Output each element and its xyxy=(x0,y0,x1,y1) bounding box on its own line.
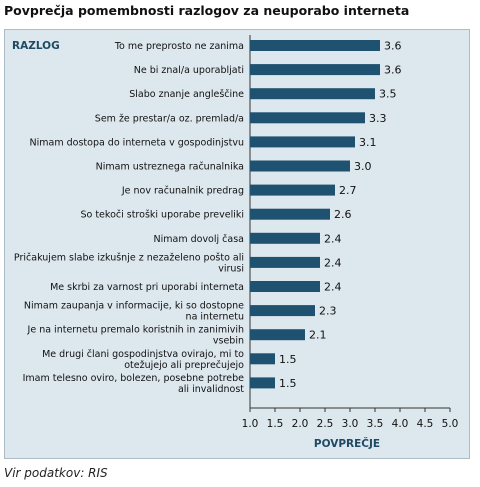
category-label: Nimam zaupanja v informacije, ki so dost… xyxy=(24,301,244,312)
data-label: 3.3 xyxy=(369,112,387,125)
bar xyxy=(250,256,320,268)
bar xyxy=(250,232,320,244)
data-label: 1.5 xyxy=(279,377,297,390)
data-label: 2.4 xyxy=(324,256,342,269)
data-label: 2.4 xyxy=(324,232,342,245)
bar xyxy=(250,208,330,220)
bar xyxy=(250,160,350,172)
data-label: 3.1 xyxy=(359,136,377,149)
bar xyxy=(250,184,335,196)
page-title: Povprečja pomembnosti razlogov za neupor… xyxy=(4,3,410,18)
data-label: 2.3 xyxy=(319,305,337,318)
bar xyxy=(250,353,275,365)
category-label: vsebin xyxy=(213,336,244,347)
data-label: 2.1 xyxy=(309,329,327,342)
bar xyxy=(250,64,380,76)
category-label: Je na internetu premalo koristnih in zan… xyxy=(27,325,244,336)
x-tick-label: 3.5 xyxy=(367,418,384,430)
x-tick-label: 3.0 xyxy=(342,418,359,430)
y-axis-title: RAZLOG xyxy=(12,40,60,52)
category-label: Slabo znanje angleščine xyxy=(129,89,244,100)
category-label: Imam telesno oviro, bolezen, posebne pot… xyxy=(23,373,245,384)
category-label: Nimam ustreznega računalnika xyxy=(96,162,244,173)
x-axis-title: POVPREČJE xyxy=(314,437,380,450)
category-label: Sem že prestar/a oz. premlad/a xyxy=(95,113,244,124)
data-label: 3.6 xyxy=(384,40,402,53)
x-tick-label: 2.5 xyxy=(317,418,334,430)
x-tick-label: 1.5 xyxy=(267,418,284,430)
data-label: 2.7 xyxy=(339,184,357,197)
category-label: ali invalidnost xyxy=(178,384,244,395)
category-label: Nimam dostopa do interneta v gospodinjst… xyxy=(30,137,244,148)
x-tick-label: 1.0 xyxy=(242,418,259,430)
x-tick-label: 4.5 xyxy=(417,418,434,430)
data-label: 3.6 xyxy=(384,64,402,77)
data-label: 3.5 xyxy=(379,88,397,101)
bar xyxy=(250,281,320,292)
bar xyxy=(250,329,305,341)
data-label: 1.5 xyxy=(279,353,297,366)
category-label: To me preprosto ne zanima xyxy=(114,41,244,52)
x-tick-label: 5.0 xyxy=(442,418,459,430)
category-label: otežujejo ali preprečujejo xyxy=(124,360,244,371)
category-label: Me skrbi za varnost pri uporabi internet… xyxy=(50,282,244,293)
bar xyxy=(250,305,315,317)
category-label: Me drugi člani gospodinjstva ovirajo, mi… xyxy=(42,349,244,360)
x-tick-label: 2.0 xyxy=(292,418,309,430)
category-label: Ne bi znal/a uporabljati xyxy=(134,65,244,76)
data-label: 3.0 xyxy=(354,160,372,173)
bar xyxy=(250,112,365,124)
chart-panel xyxy=(4,29,470,459)
data-label: 2.6 xyxy=(334,208,352,221)
category-label: Je nov računalnik predrag xyxy=(121,186,244,197)
data-label: 2.4 xyxy=(324,281,342,294)
bar xyxy=(250,40,380,51)
category-label: virusi xyxy=(218,263,244,274)
x-tick-label: 4.0 xyxy=(392,418,409,430)
category-label: So tekoči stroški uporabe preveliki xyxy=(80,210,244,221)
category-label: na internetu xyxy=(186,312,244,323)
category-label: Nimam dovolj časa xyxy=(154,234,245,245)
category-label: Pričakujem slabe izkušnje z nezaželeno p… xyxy=(14,252,244,263)
bar xyxy=(250,88,375,100)
bar xyxy=(250,377,275,389)
source-note: Vir podatkov: RIS xyxy=(4,466,108,480)
bar xyxy=(250,136,355,148)
